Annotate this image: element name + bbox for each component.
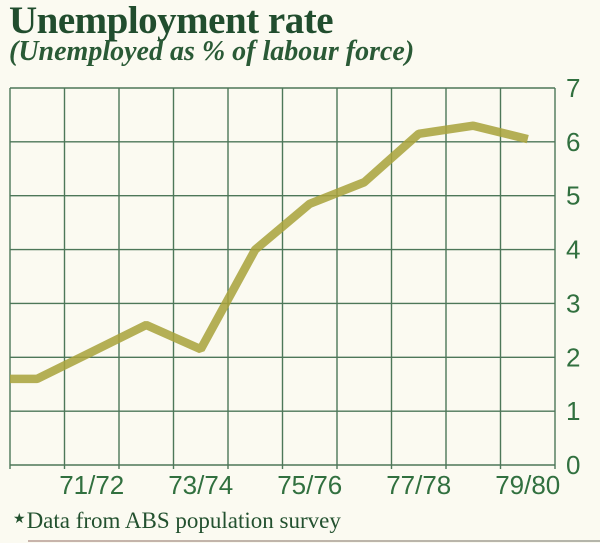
grid-lines [9,87,556,469]
y-axis-tick-label: 6 [566,127,580,157]
unemployment-rate-line [10,121,529,384]
chart-footnote: ★Data from ABS population survey [13,509,341,532]
x-axis-tick-label: 77/78 [386,470,451,500]
x-axis-tick-label: 71/72 [59,470,124,500]
y-axis-tick-label: 4 [566,235,580,265]
footnote-star-marker: ★ [13,512,26,527]
x-axis-tick-label: 79/80 [495,470,560,500]
y-axis-tick-label: 0 [566,450,580,480]
y-axis-tick-label: 1 [566,396,580,426]
y-axis-tick-label: 2 [566,342,580,372]
y-axis-tick-label: 7 [566,73,580,103]
y-axis-tick-label: 5 [566,181,580,211]
chart-title: Unemployment rate [9,0,334,42]
chart-subtitle: (Unemployed as % of labour force) [9,36,415,67]
x-axis-tick-label: 73/74 [168,470,233,500]
footnote-text: Data from ABS population survey [26,508,341,533]
x-axis-tick-label: 75/76 [277,470,342,500]
scan-edge-artifact [28,540,600,542]
y-axis-tick-label: 3 [566,288,580,318]
